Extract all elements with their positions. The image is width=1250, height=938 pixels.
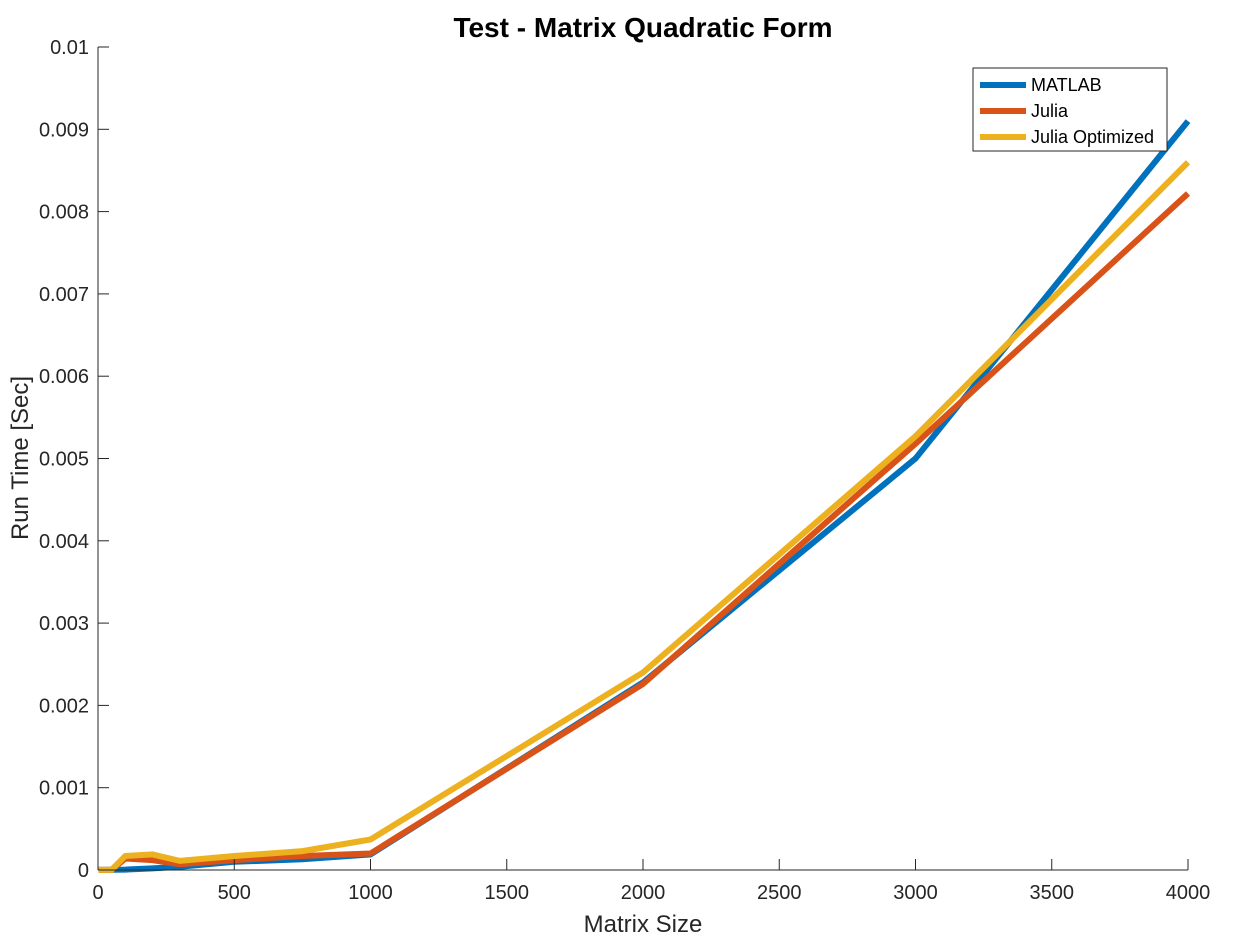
y-tick-label: 0 <box>78 860 89 882</box>
plot-lines <box>98 119 1191 873</box>
x-tick-label: 4000 <box>1166 882 1211 904</box>
y-tick-label: 0.005 <box>39 449 89 471</box>
legend-label: Julia <box>1031 101 1069 121</box>
x-tick-label: 1000 <box>348 882 393 904</box>
y-tick-label: 0.008 <box>39 202 89 224</box>
legend: MATLAB Julia Julia Optimized <box>972 67 1168 152</box>
series-line-julia-optimized <box>98 160 1191 873</box>
x-tick-label: 3500 <box>1030 882 1075 904</box>
y-tick-label: 0.003 <box>39 613 89 635</box>
x-tick-label: 1500 <box>485 882 530 904</box>
legend-label: MATLAB <box>1031 75 1102 95</box>
x-tick-label: 500 <box>218 882 251 904</box>
y-tick-label: 0.006 <box>39 366 89 388</box>
x-tick-label: 3000 <box>893 882 938 904</box>
series-line-julia <box>98 191 1191 873</box>
x-axis-label: Matrix Size <box>584 911 703 938</box>
y-tick-label: 0.004 <box>39 531 89 553</box>
y-axis-label: Run Time [Sec] <box>7 376 34 540</box>
y-tick-label: 0.007 <box>39 284 89 306</box>
series-line-matlab <box>98 119 1191 873</box>
y-tick-label: 0.002 <box>39 695 89 717</box>
y-tick-label: 0.001 <box>39 778 89 800</box>
legend-label: Julia Optimized <box>1031 127 1154 147</box>
chart-title: Test - Matrix Quadratic Form <box>453 12 832 43</box>
x-tick-label: 2000 <box>621 882 666 904</box>
y-tick-label: 0.01 <box>50 37 89 59</box>
y-tick-label: 0.009 <box>39 119 89 141</box>
axes: 0 500 1000 1500 2000 2500 3000 3500 4000 0 0.001 0.… <box>39 37 1210 904</box>
x-tick-label: 2500 <box>757 882 802 904</box>
x-tick-label: 0 <box>92 882 103 904</box>
